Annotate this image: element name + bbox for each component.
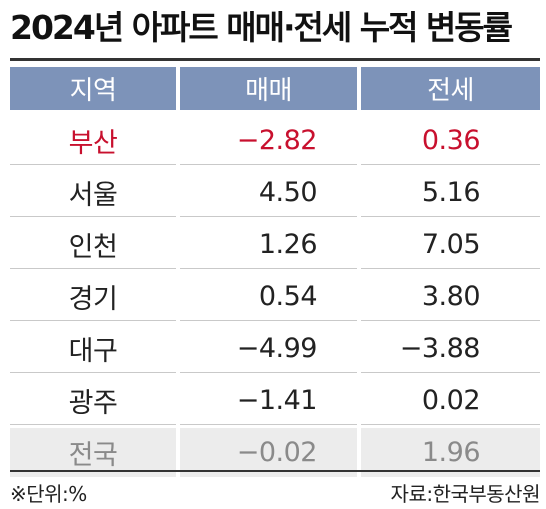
footer: ※단위:% 자료:한국부동산원 <box>10 477 541 507</box>
table-bottom-divider <box>10 470 540 472</box>
jeonse-cell: 1.96 <box>361 428 540 477</box>
table-row-total: 전국 −0.02 1.96 <box>10 428 540 477</box>
sale-cell: 1.26 <box>180 220 357 269</box>
sale-cell: 0.54 <box>180 272 357 321</box>
source-note: 자료:한국부동산원 <box>390 481 541 506</box>
table-row: 부산 −2.82 0.36 <box>10 116 540 165</box>
region-cell: 인천 <box>10 220 176 269</box>
table-row: 대구 −4.99 −3.88 <box>10 324 540 373</box>
title-divider <box>10 58 540 61</box>
header-sale: 매매 <box>180 67 357 110</box>
jeonse-cell: 3.80 <box>361 272 540 321</box>
header-jeonse: 전세 <box>361 67 540 110</box>
page-title: 2024년 아파트 매매·전세 누적 변동률 <box>10 8 513 47</box>
table-row: 광주 −1.41 0.02 <box>10 376 540 425</box>
table-row: 서울 4.50 5.16 <box>10 168 540 217</box>
table-row: 인천 1.26 7.05 <box>10 220 540 269</box>
region-cell: 경기 <box>10 272 176 321</box>
sale-cell: −0.02 <box>180 428 357 477</box>
jeonse-cell: 7.05 <box>361 220 540 269</box>
jeonse-cell: 0.02 <box>361 376 540 425</box>
header-region: 지역 <box>10 67 176 110</box>
region-cell: 부산 <box>10 116 176 165</box>
table-header-row: 지역 매매 전세 <box>10 67 540 110</box>
sale-cell: −1.41 <box>180 376 357 425</box>
change-rate-table: 지역 매매 전세 부산 −2.82 0.36 서울 4.50 5.16 인천 1… <box>10 67 540 477</box>
unit-note: ※단위:% <box>10 481 87 506</box>
sale-cell: −4.99 <box>180 324 357 373</box>
sale-cell: 4.50 <box>180 168 357 217</box>
jeonse-cell: 5.16 <box>361 168 540 217</box>
jeonse-cell: 0.36 <box>361 116 540 165</box>
region-cell: 서울 <box>10 168 176 217</box>
region-cell: 대구 <box>10 324 176 373</box>
table-row: 경기 0.54 3.80 <box>10 272 540 321</box>
region-cell: 광주 <box>10 376 176 425</box>
sale-cell: −2.82 <box>180 116 357 165</box>
jeonse-cell: −3.88 <box>361 324 540 373</box>
region-cell: 전국 <box>10 428 176 477</box>
